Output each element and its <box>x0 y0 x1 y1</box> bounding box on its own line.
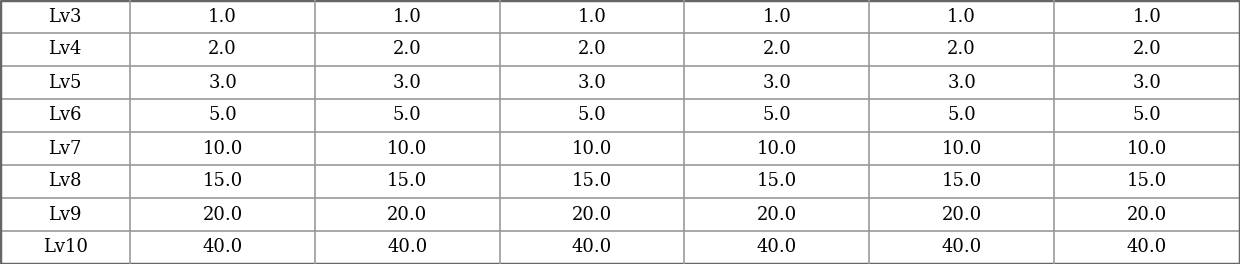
Text: 10.0: 10.0 <box>1127 139 1167 158</box>
Text: 1.0: 1.0 <box>393 7 422 26</box>
Text: 20.0: 20.0 <box>387 205 428 224</box>
Text: 10.0: 10.0 <box>202 139 243 158</box>
Text: 3.0: 3.0 <box>393 73 422 92</box>
Text: 3.0: 3.0 <box>947 73 976 92</box>
Text: 2.0: 2.0 <box>763 40 791 59</box>
Text: 20.0: 20.0 <box>1127 205 1167 224</box>
Text: Lv6: Lv6 <box>48 106 82 125</box>
Text: 10.0: 10.0 <box>941 139 982 158</box>
Text: 3.0: 3.0 <box>208 73 237 92</box>
Text: 5.0: 5.0 <box>1132 106 1162 125</box>
Text: 40.0: 40.0 <box>202 238 243 257</box>
Text: 15.0: 15.0 <box>756 172 797 191</box>
Text: 20.0: 20.0 <box>756 205 797 224</box>
Text: 2.0: 2.0 <box>393 40 422 59</box>
Text: 40.0: 40.0 <box>1127 238 1167 257</box>
Text: 1.0: 1.0 <box>1132 7 1162 26</box>
Text: 5.0: 5.0 <box>947 106 976 125</box>
Text: 2.0: 2.0 <box>578 40 606 59</box>
Text: 1.0: 1.0 <box>208 7 237 26</box>
Text: 5.0: 5.0 <box>208 106 237 125</box>
Text: 10.0: 10.0 <box>387 139 428 158</box>
Text: 5.0: 5.0 <box>578 106 606 125</box>
Text: 15.0: 15.0 <box>941 172 982 191</box>
Text: Lv9: Lv9 <box>48 205 82 224</box>
Text: 15.0: 15.0 <box>202 172 243 191</box>
Text: Lv3: Lv3 <box>48 7 82 26</box>
Text: 5.0: 5.0 <box>393 106 422 125</box>
Text: 15.0: 15.0 <box>387 172 428 191</box>
Text: 10.0: 10.0 <box>572 139 613 158</box>
Text: 3.0: 3.0 <box>763 73 791 92</box>
Text: 5.0: 5.0 <box>763 106 791 125</box>
Text: Lv7: Lv7 <box>48 139 82 158</box>
Text: 40.0: 40.0 <box>387 238 428 257</box>
Text: 15.0: 15.0 <box>572 172 613 191</box>
Text: 1.0: 1.0 <box>578 7 606 26</box>
Text: 20.0: 20.0 <box>202 205 243 224</box>
Text: 40.0: 40.0 <box>572 238 613 257</box>
Text: 1.0: 1.0 <box>947 7 976 26</box>
Text: 2.0: 2.0 <box>1132 40 1162 59</box>
Text: 3.0: 3.0 <box>578 73 606 92</box>
Text: 3.0: 3.0 <box>1132 73 1162 92</box>
Text: 2.0: 2.0 <box>947 40 976 59</box>
Text: 20.0: 20.0 <box>941 205 982 224</box>
Text: 40.0: 40.0 <box>756 238 797 257</box>
Text: 2.0: 2.0 <box>208 40 237 59</box>
Text: Lv8: Lv8 <box>48 172 82 191</box>
Text: 10.0: 10.0 <box>756 139 797 158</box>
Text: 1.0: 1.0 <box>763 7 791 26</box>
Text: 15.0: 15.0 <box>1127 172 1167 191</box>
Text: Lv10: Lv10 <box>42 238 88 257</box>
Text: Lv5: Lv5 <box>48 73 82 92</box>
Text: 40.0: 40.0 <box>941 238 982 257</box>
Text: Lv4: Lv4 <box>48 40 82 59</box>
Text: 20.0: 20.0 <box>572 205 613 224</box>
